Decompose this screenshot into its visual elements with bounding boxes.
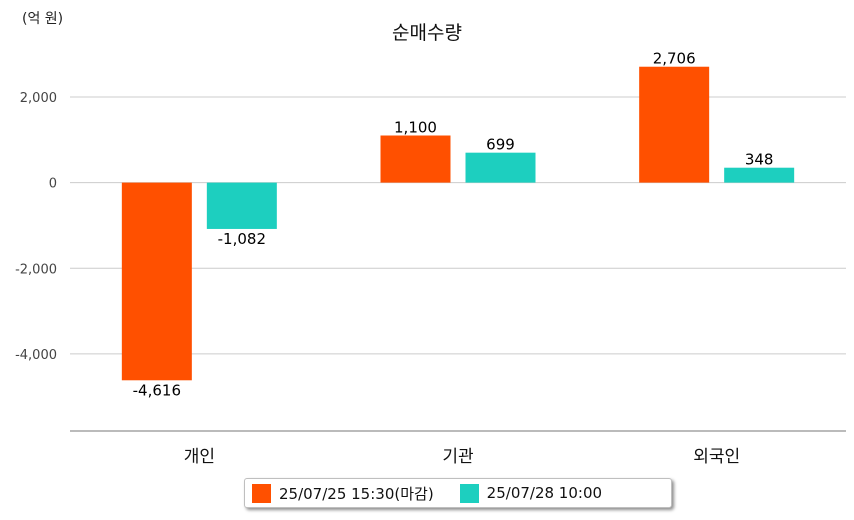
legend-item-series-2[interactable]: 25/07/28 10:00 [459,483,603,503]
data-label: -1,082 [218,230,266,248]
bar-외국인-series-2[interactable] [724,167,795,183]
y-tick-label: -2,000 [15,262,57,277]
bar-기관-series-2[interactable] [465,152,536,183]
data-label: -4,616 [133,381,181,399]
data-label: 699 [486,136,515,154]
chart-title: 순매수량 [392,22,462,44]
data-label: 348 [745,151,774,169]
legend-label-series-1: 25/07/25 15:30(마감) [279,484,434,503]
data-labels: -4,616 -1,082 1,100 699 2,706 348 [133,50,774,400]
legend-swatch-series-2 [459,483,479,503]
grid-lines [70,96,846,355]
y-tick-label: 2,000 [20,91,57,106]
data-label: 1,100 [394,119,437,137]
x-tick-label: 외국인 [693,447,740,467]
bar-개인-series-2[interactable] [206,182,277,229]
unit-label: (억 원) [22,11,64,27]
bar-개인-series-1[interactable] [121,182,192,381]
bar-chart: 2,000 0 -2,000 -4,000 개인 기관 외국인 -4,616 -1,082 1,… [15,50,846,467]
legend-swatch-series-1 [252,483,271,503]
bars [121,66,795,381]
legend-item-series-1[interactable]: 25/07/25 15:30(마감) [252,483,434,504]
bar-외국인-series-1[interactable] [639,66,710,183]
axes: 2,000 0 -2,000 -4,000 개인 기관 외국인 [15,91,846,467]
y-tick-label: -4,000 [15,348,57,363]
x-tick-label: 개인 [184,447,215,467]
data-label: 2,706 [653,50,696,68]
x-tick-label: 기관 [442,447,473,467]
bar-기관-series-1[interactable] [380,135,451,183]
y-tick-label: 0 [49,177,57,192]
legend-label-series-2: 25/07/28 10:00 [486,484,603,502]
legend: 25/07/25 15:30(마감) 25/07/28 10:00 [244,478,672,508]
